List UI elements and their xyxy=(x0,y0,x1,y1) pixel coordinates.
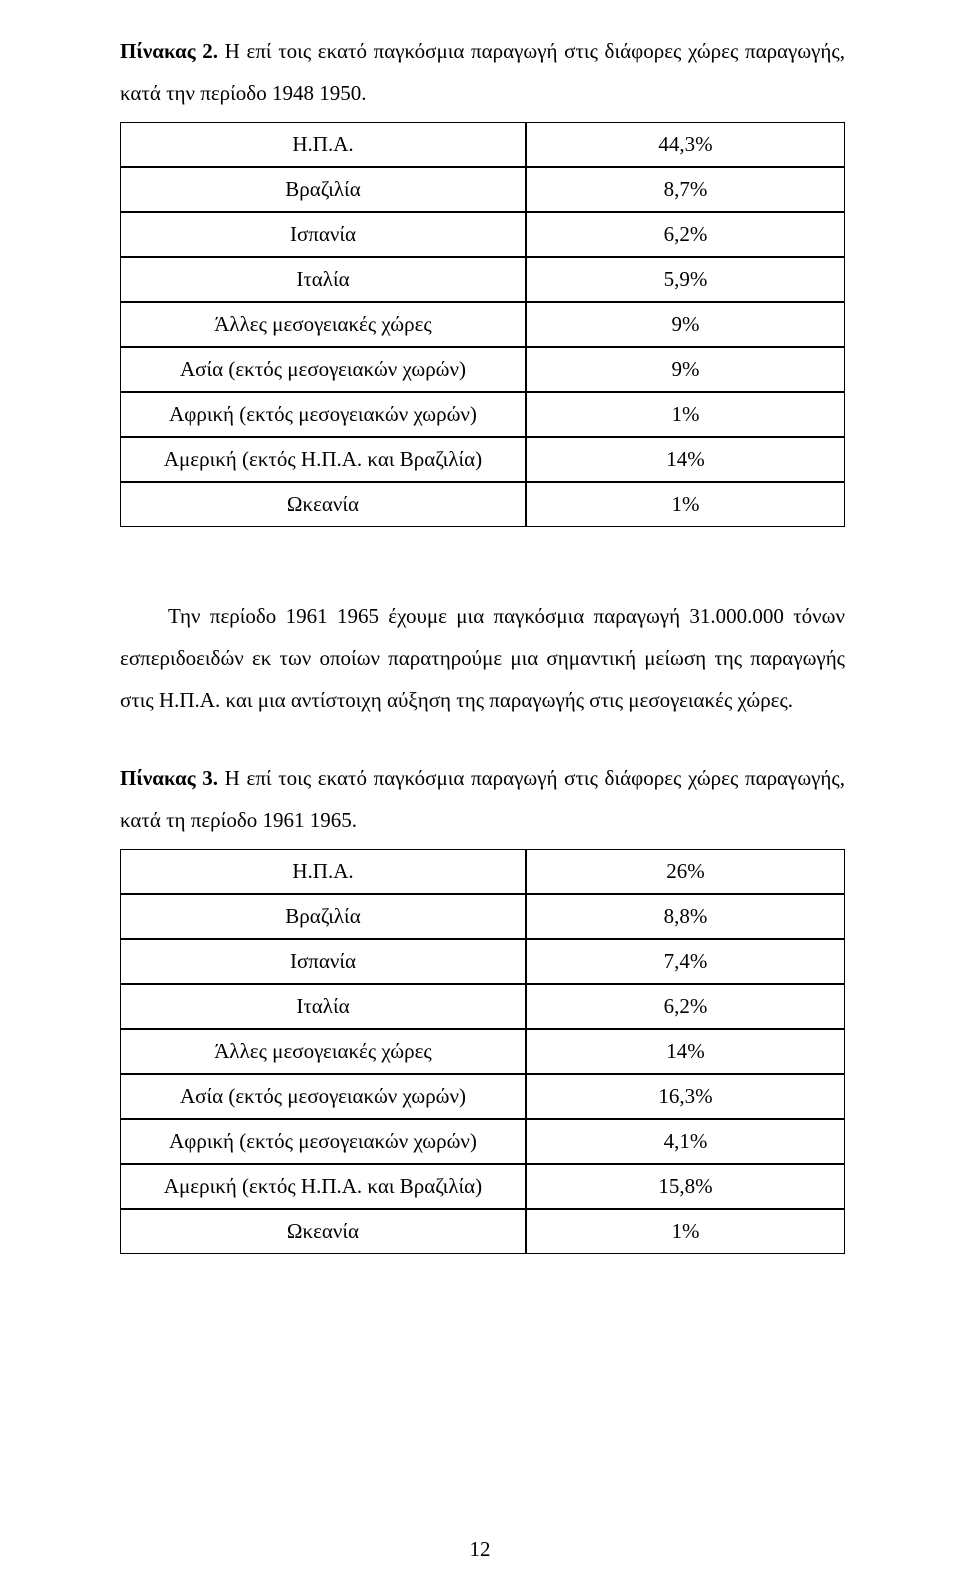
table-cell-label: Ασία (εκτός μεσογειακών χωρών) xyxy=(120,1074,526,1119)
table-row: Ασία (εκτός μεσογειακών χωρών)9% xyxy=(120,347,845,392)
table-cell-label: Η.Π.Α. xyxy=(120,122,526,167)
table-row: Ιταλία6,2% xyxy=(120,984,845,1029)
table-cell-value: 8,7% xyxy=(526,167,845,212)
table-cell-value: 1% xyxy=(526,1209,845,1254)
table-cell-label: Ισπανία xyxy=(120,212,526,257)
table-cell-value: 7,4% xyxy=(526,939,845,984)
table-cell-value: 6,2% xyxy=(526,984,845,1029)
table-cell-label: Άλλες μεσογειακές χώρες xyxy=(120,302,526,347)
table-cell-label: Ασία (εκτός μεσογειακών χωρών) xyxy=(120,347,526,392)
table-row: Η.Π.Α.44,3% xyxy=(120,122,845,167)
table-cell-label: Αμερική (εκτός Η.Π.Α. και Βραζιλία) xyxy=(120,437,526,482)
table-row: Αφρική (εκτός μεσογειακών χωρών)1% xyxy=(120,392,845,437)
page-number: 12 xyxy=(0,1537,960,1562)
table-cell-label: Ισπανία xyxy=(120,939,526,984)
table-cell-value: 44,3% xyxy=(526,122,845,167)
table-row: Αμερική (εκτός Η.Π.Α. και Βραζιλία)14% xyxy=(120,437,845,482)
table-row: Άλλες μεσογειακές χώρες14% xyxy=(120,1029,845,1074)
table2-caption-text: Η επί τοις εκατό παγκόσμια παραγωγή στις… xyxy=(120,766,845,832)
table-cell-value: 16,3% xyxy=(526,1074,845,1119)
table-2-body: Η.Π.Α.26% Βραζιλία8,8% Ισπανία7,4% Ιταλί… xyxy=(120,849,845,1254)
table-cell-label: Ωκεανία xyxy=(120,482,526,527)
table-1-body: Η.Π.Α.44,3% Βραζιλία8,7% Ισπανία6,2% Ιτα… xyxy=(120,122,845,527)
table-row: Άλλες μεσογειακές χώρες9% xyxy=(120,302,845,347)
table-row: Ασία (εκτός μεσογειακών χωρών)16,3% xyxy=(120,1074,845,1119)
table-cell-value: 6,2% xyxy=(526,212,845,257)
table2-caption-label: Πίνακας 3. xyxy=(120,766,218,790)
table2-caption: Πίνακας 3. Η επί τοις εκατό παγκόσμια πα… xyxy=(120,757,845,841)
table1-caption-text: Η επί τοις εκατό παγκόσμια παραγωγή στις… xyxy=(120,39,845,105)
table-cell-label: Αμερική (εκτός Η.Π.Α. και Βραζιλία) xyxy=(120,1164,526,1209)
table-cell-value: 14% xyxy=(526,437,845,482)
table-row: Η.Π.Α.26% xyxy=(120,849,845,894)
table-cell-value: 8,8% xyxy=(526,894,845,939)
table-cell-label: Ωκεανία xyxy=(120,1209,526,1254)
table-2: Η.Π.Α.26% Βραζιλία8,8% Ισπανία7,4% Ιταλί… xyxy=(120,849,845,1254)
table-cell-value: 4,1% xyxy=(526,1119,845,1164)
table-row: Αμερική (εκτός Η.Π.Α. και Βραζιλία)15,8% xyxy=(120,1164,845,1209)
table1-caption-label: Πίνακας 2. xyxy=(120,39,218,63)
table-1: Η.Π.Α.44,3% Βραζιλία8,7% Ισπανία6,2% Ιτα… xyxy=(120,122,845,527)
table-row: Ωκεανία1% xyxy=(120,482,845,527)
document-page: Πίνακας 2. Η επί τοις εκατό παγκόσμια πα… xyxy=(0,0,960,1590)
table-cell-value: 1% xyxy=(526,482,845,527)
table-cell-value: 26% xyxy=(526,849,845,894)
spacer xyxy=(120,729,845,757)
table-cell-label: Αφρική (εκτός μεσογειακών χωρών) xyxy=(120,1119,526,1164)
table-cell-label: Αφρική (εκτός μεσογειακών χωρών) xyxy=(120,392,526,437)
spacer xyxy=(120,567,845,595)
table-cell-label: Βραζιλία xyxy=(120,894,526,939)
table-row: Ιταλία5,9% xyxy=(120,257,845,302)
table1-caption: Πίνακας 2. Η επί τοις εκατό παγκόσμια πα… xyxy=(120,30,845,114)
table-cell-value: 9% xyxy=(526,302,845,347)
table-cell-label: Βραζιλία xyxy=(120,167,526,212)
table-row: Βραζιλία8,8% xyxy=(120,894,845,939)
table-cell-value: 14% xyxy=(526,1029,845,1074)
table-row: Ωκεανία1% xyxy=(120,1209,845,1254)
table-row: Ισπανία7,4% xyxy=(120,939,845,984)
table-row: Βραζιλία8,7% xyxy=(120,167,845,212)
table-cell-value: 9% xyxy=(526,347,845,392)
table-cell-value: 15,8% xyxy=(526,1164,845,1209)
table-cell-label: Ιταλία xyxy=(120,257,526,302)
table-row: Ισπανία6,2% xyxy=(120,212,845,257)
paragraph-1: Την περίοδο 1961 1965 έχουμε μια παγκόσμ… xyxy=(120,595,845,721)
table-cell-label: Ιταλία xyxy=(120,984,526,1029)
table-cell-value: 5,9% xyxy=(526,257,845,302)
table-cell-label: Η.Π.Α. xyxy=(120,849,526,894)
table-cell-value: 1% xyxy=(526,392,845,437)
table-row: Αφρική (εκτός μεσογειακών χωρών)4,1% xyxy=(120,1119,845,1164)
table-cell-label: Άλλες μεσογειακές χώρες xyxy=(120,1029,526,1074)
